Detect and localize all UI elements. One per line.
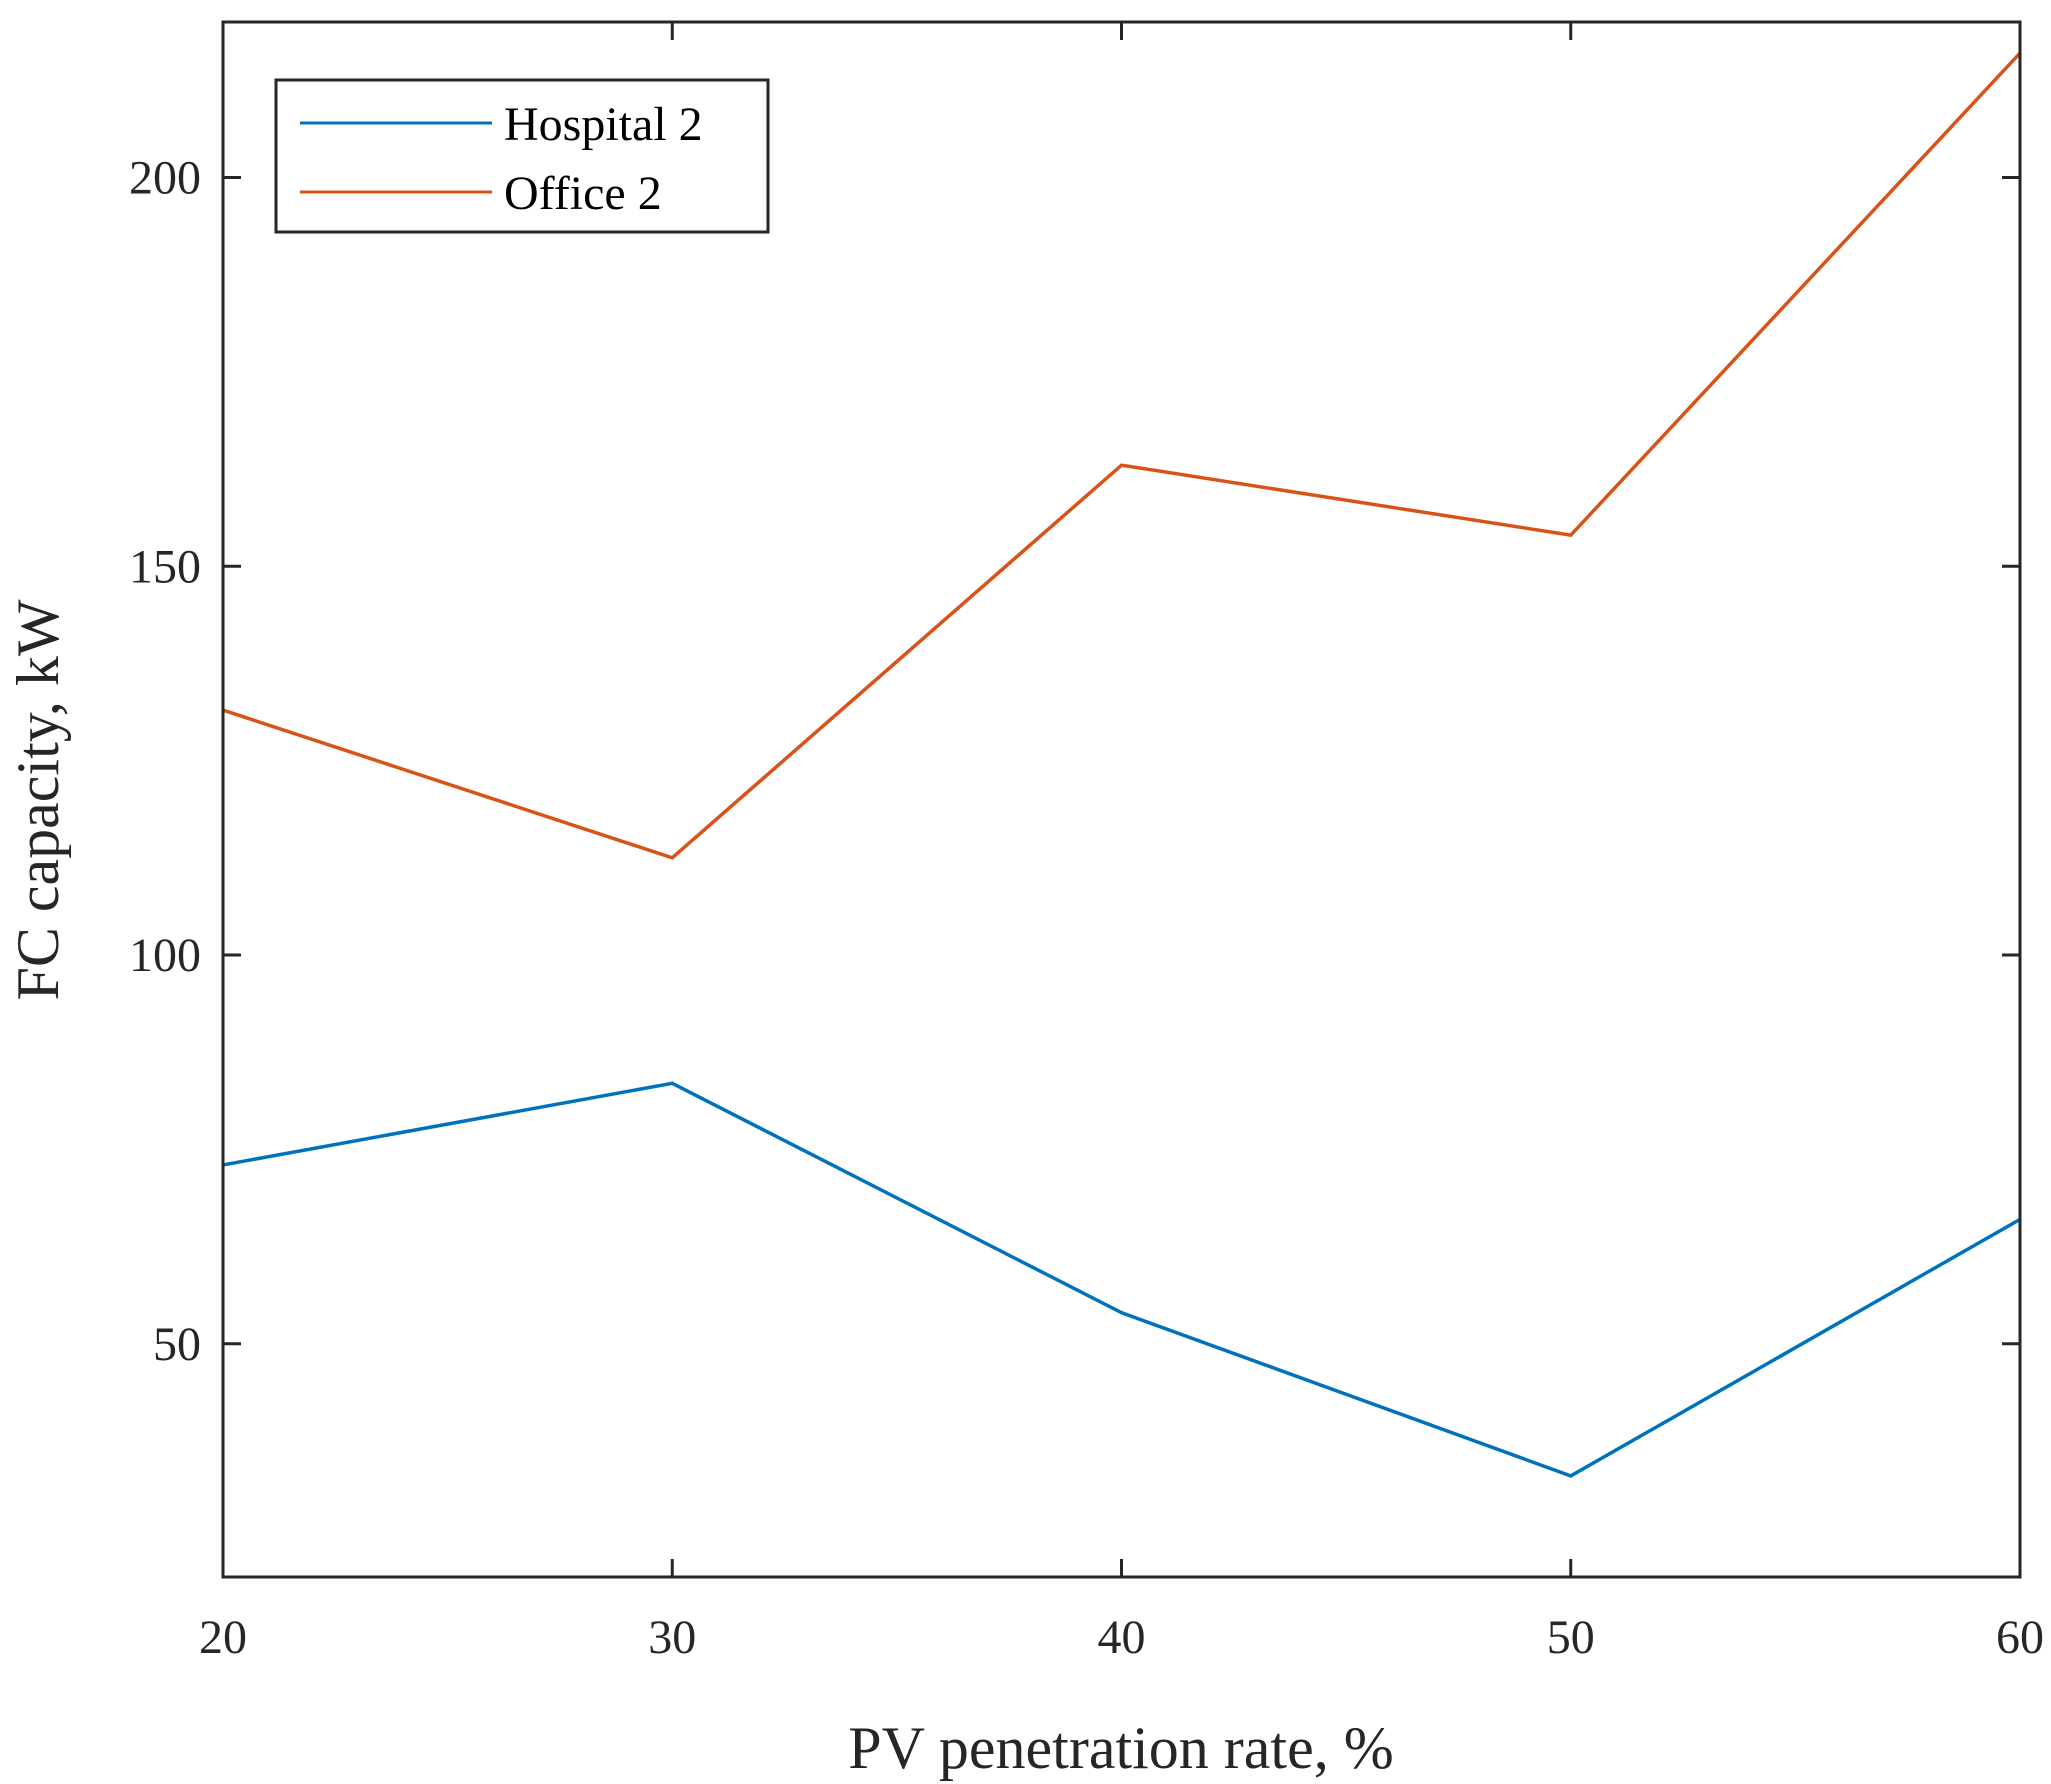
- plot-frame: [221, 20, 2022, 1579]
- x-tick-label-60: 60: [1996, 1611, 2044, 1664]
- ticks-layer: 20 30 40 50 60 50 100 150 200: [129, 22, 2044, 1664]
- series-layer: [222, 51, 2022, 1478]
- y-tick-label-200: 200: [129, 152, 201, 205]
- x-tick-label-40: 40: [1098, 1611, 1146, 1664]
- legend-label-office-2: Office 2: [504, 167, 662, 220]
- y-tick-label-50: 50: [153, 1318, 201, 1371]
- x-tick-label-30: 30: [648, 1611, 696, 1664]
- legend-label-hospital-2: Hospital 2: [504, 98, 703, 151]
- series-line-office-2: [222, 51, 2022, 860]
- legend: Hospital 2 Office 2: [274, 78, 770, 234]
- x-tick-label-20: 20: [199, 1611, 247, 1664]
- series-line-hospital-2: [222, 1081, 2021, 1478]
- y-tick-label-150: 150: [129, 540, 201, 593]
- legend-box: [274, 78, 770, 234]
- x-tick-label-50: 50: [1547, 1611, 1595, 1664]
- x-axis-label: PV penetration rate, %: [848, 1715, 1393, 1781]
- plot-area: [223, 22, 2020, 1577]
- y-tick-label-100: 100: [129, 929, 201, 982]
- y-axis-label: FC capacity, kW: [5, 599, 71, 1000]
